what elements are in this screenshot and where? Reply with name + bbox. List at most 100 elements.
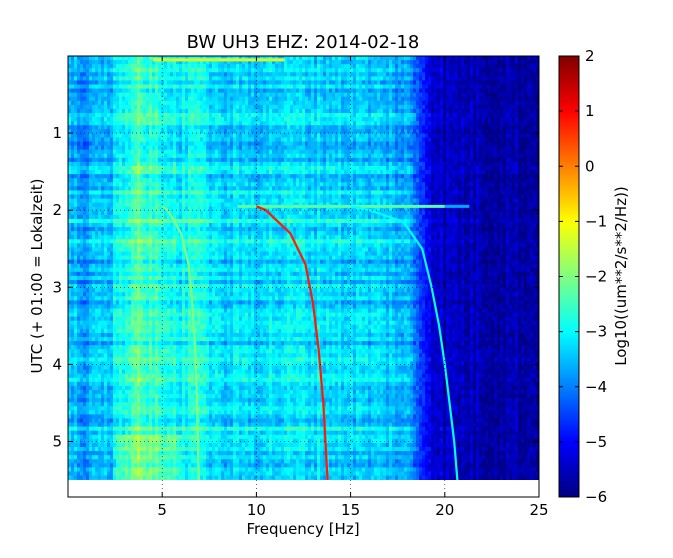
heatmap-cell — [314, 64, 318, 69]
heatmap-cell — [74, 64, 78, 69]
heatmap-cell — [260, 108, 264, 114]
heatmap-cell — [116, 100, 120, 106]
heatmap-cell — [359, 100, 363, 106]
heatmap-cell — [212, 56, 216, 61]
heatmap-cell — [485, 76, 489, 82]
heatmap-cell — [344, 108, 348, 114]
heatmap-cell — [281, 88, 285, 94]
heatmap-cell — [257, 96, 261, 102]
heatmap-cell — [140, 104, 144, 110]
heatmap-cell — [200, 92, 204, 98]
heatmap-cell — [488, 56, 492, 61]
heatmap-cell — [398, 68, 402, 73]
heatmap-cell — [359, 76, 363, 82]
heatmap-cell — [506, 76, 510, 82]
heatmap-cell — [149, 68, 153, 73]
heatmap-cell — [86, 100, 90, 106]
heatmap-cell — [128, 88, 132, 94]
heatmap-cell — [236, 92, 240, 98]
heatmap-cell — [440, 92, 444, 98]
heatmap-cell — [338, 84, 342, 90]
heatmap-cell — [380, 100, 384, 106]
heatmap-cell — [164, 72, 168, 77]
heatmap-cell — [113, 72, 117, 77]
heatmap-cell — [503, 92, 507, 98]
heatmap-cell — [422, 68, 426, 73]
heatmap-cell — [293, 104, 297, 110]
heatmap-cell — [518, 104, 522, 110]
heatmap-cell — [419, 96, 423, 102]
heatmap-cell — [326, 68, 330, 73]
heatmap-cell — [140, 76, 144, 82]
heatmap-cell — [188, 68, 192, 73]
heatmap-cell — [224, 104, 228, 110]
heatmap-cell — [125, 96, 129, 102]
heatmap-cell — [77, 104, 81, 110]
heatmap-cell — [179, 104, 183, 110]
heatmap-cell — [77, 76, 81, 82]
heatmap-cell — [242, 68, 246, 73]
heatmap-cell — [422, 104, 426, 110]
heatmap-cell — [296, 56, 300, 61]
heatmap-cell — [359, 64, 363, 69]
heatmap-cell — [530, 60, 534, 65]
heatmap-cell — [92, 96, 96, 102]
heatmap-cell — [203, 68, 207, 73]
heatmap-cell — [173, 104, 177, 110]
heatmap-cell — [242, 84, 246, 90]
heatmap-cell — [290, 108, 294, 114]
heatmap-cell — [266, 72, 270, 77]
heatmap-cell — [509, 108, 513, 114]
heatmap-cell — [89, 68, 93, 73]
heatmap-cell — [311, 68, 315, 73]
heatmap-cell — [482, 100, 486, 106]
heatmap-cell — [482, 76, 486, 82]
heatmap-cell — [335, 88, 339, 94]
heatmap-cell — [518, 88, 522, 94]
heatmap-cell — [308, 68, 312, 73]
heatmap-cell — [494, 56, 498, 61]
heatmap-cell — [416, 84, 420, 90]
heatmap-cell — [164, 80, 168, 86]
heatmap-cell — [224, 68, 228, 73]
heatmap-cell — [443, 80, 447, 86]
heatmap-cell — [296, 72, 300, 77]
heatmap-cell — [458, 76, 462, 82]
heatmap-cell — [428, 60, 432, 65]
heatmap-cell — [68, 64, 72, 69]
heatmap-cell — [383, 56, 387, 61]
heatmap-cell — [113, 113, 117, 118]
heatmap-cell — [476, 88, 480, 94]
heatmap-cell — [350, 88, 354, 94]
heatmap-cell — [101, 113, 105, 118]
heatmap-cell — [146, 104, 150, 110]
heatmap-cell — [185, 88, 189, 94]
heatmap-cell — [305, 64, 309, 69]
heatmap-cell — [134, 56, 138, 61]
heatmap-cell — [401, 56, 405, 61]
heatmap-cell — [452, 104, 456, 110]
heatmap-cell — [158, 64, 162, 69]
heatmap-cell — [248, 76, 252, 82]
heatmap-cell — [278, 113, 282, 118]
heatmap-cell — [281, 108, 285, 114]
heatmap-cell — [128, 104, 132, 110]
heatmap-cell — [533, 60, 537, 65]
heatmap-cell — [116, 64, 120, 69]
heatmap-cell — [332, 113, 336, 118]
heatmap-cell — [125, 100, 129, 106]
heatmap-cell — [467, 104, 471, 110]
heatmap-cell — [230, 60, 234, 65]
heatmap-cell — [86, 96, 90, 102]
heatmap-cell — [452, 96, 456, 102]
heatmap-cell — [416, 56, 420, 61]
heatmap-cell — [536, 76, 539, 82]
heatmap-cell — [281, 56, 285, 61]
heatmap-cell — [110, 76, 114, 82]
heatmap-cell — [80, 68, 84, 73]
heatmap-cell — [530, 64, 534, 69]
heatmap-cell — [98, 56, 102, 61]
heatmap-cell — [476, 68, 480, 73]
heatmap-cell — [251, 72, 255, 77]
heatmap-cell — [509, 96, 513, 102]
